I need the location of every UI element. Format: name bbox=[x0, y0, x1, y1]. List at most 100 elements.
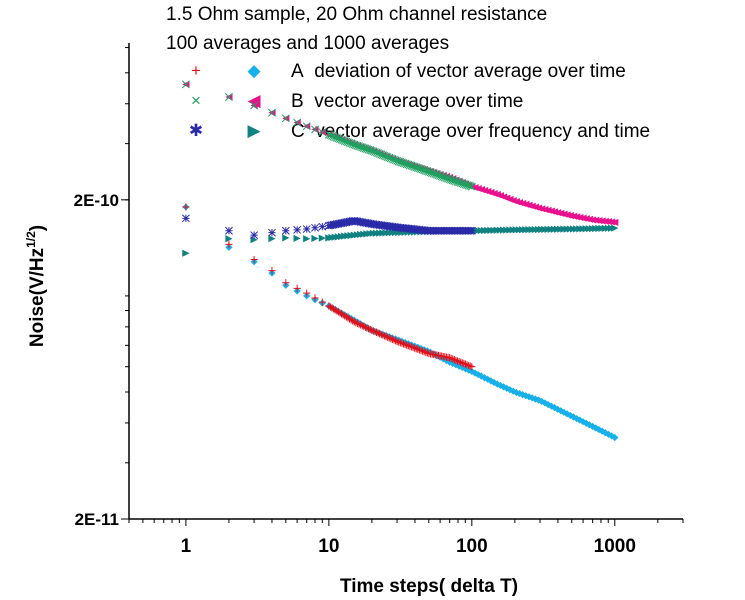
data-point bbox=[293, 234, 301, 242]
data-point bbox=[318, 298, 326, 306]
legend-label-b: B vector average over time bbox=[291, 91, 523, 113]
data-point bbox=[224, 226, 233, 235]
x-axis-title: Time steps( delta T) bbox=[340, 576, 518, 597]
data-point bbox=[250, 231, 259, 240]
data-point bbox=[379, 331, 387, 339]
legend-marker-tri-right: ▶ bbox=[247, 121, 261, 140]
marks-layer bbox=[181, 80, 619, 442]
data-point bbox=[182, 203, 190, 211]
data-point bbox=[463, 361, 471, 369]
data-point bbox=[391, 337, 400, 345]
data-point bbox=[282, 279, 290, 287]
legend-label-c: C vector average over frequency and time bbox=[291, 121, 650, 143]
data-point bbox=[534, 396, 543, 404]
data-point bbox=[293, 118, 302, 127]
data-point bbox=[525, 393, 533, 401]
data-point bbox=[268, 108, 276, 117]
data-point bbox=[420, 348, 428, 356]
data-point bbox=[318, 234, 326, 242]
data-point bbox=[387, 335, 395, 343]
data-point bbox=[311, 234, 319, 243]
data-point bbox=[349, 317, 357, 325]
series-cross bbox=[181, 80, 476, 191]
data-point bbox=[449, 359, 457, 368]
data-point bbox=[417, 346, 425, 355]
data-point bbox=[576, 416, 584, 424]
data-point bbox=[182, 249, 190, 257]
data-point bbox=[509, 387, 517, 395]
data-point bbox=[357, 321, 365, 329]
data-point bbox=[445, 354, 454, 362]
data-point bbox=[372, 328, 381, 336]
data-point bbox=[515, 389, 524, 398]
series-diamond bbox=[182, 203, 619, 442]
x-tick-label: 10 bbox=[318, 536, 339, 557]
data-point bbox=[293, 225, 302, 234]
legend-letter-a: A bbox=[291, 61, 304, 82]
data-point bbox=[598, 427, 606, 435]
data-point bbox=[455, 362, 463, 370]
data-point bbox=[393, 337, 401, 346]
y-axis-title-end: ) bbox=[27, 225, 48, 231]
data-point bbox=[582, 215, 590, 223]
x-tick-label: 1000 bbox=[594, 536, 636, 557]
data-point bbox=[450, 356, 458, 364]
data-point bbox=[557, 407, 565, 415]
data-point bbox=[311, 294, 319, 302]
axes-layer: 1 10 100 1000 2E-11 2E-10 bbox=[74, 43, 684, 557]
data-point bbox=[422, 348, 430, 356]
data-point bbox=[303, 289, 311, 297]
y-tick-label: 2E-10 bbox=[74, 191, 119, 210]
data-point bbox=[585, 215, 593, 223]
data-point bbox=[449, 355, 457, 363]
data-point bbox=[550, 404, 559, 412]
data-point bbox=[465, 361, 473, 370]
data-point bbox=[311, 125, 319, 134]
data-point bbox=[360, 322, 368, 331]
data-point bbox=[608, 218, 616, 226]
data-point bbox=[364, 325, 373, 333]
data-point bbox=[350, 318, 358, 326]
data-point bbox=[401, 340, 409, 349]
data-point bbox=[468, 367, 476, 376]
data-point bbox=[318, 128, 327, 137]
data-point bbox=[447, 354, 455, 362]
data-point bbox=[467, 226, 476, 235]
data-point bbox=[554, 405, 562, 413]
data-point bbox=[595, 217, 603, 225]
legend-text-c: vector average over frequency and time bbox=[315, 121, 651, 142]
data-point bbox=[225, 235, 233, 243]
data-point bbox=[445, 358, 454, 366]
chart-subtitle-line1: 1.5 Ohm sample, 20 Ohm channel resistanc… bbox=[166, 4, 548, 25]
legend-marker-cross: × bbox=[191, 91, 201, 110]
data-point bbox=[377, 330, 385, 339]
data-point bbox=[598, 217, 606, 225]
data-point bbox=[225, 240, 233, 249]
data-point bbox=[560, 408, 568, 416]
data-point bbox=[399, 340, 408, 348]
legend-text-b: vector average over time bbox=[314, 91, 524, 112]
data-point bbox=[409, 343, 417, 352]
data-point bbox=[457, 358, 465, 366]
y-axis-title-main: Noise(V/Hz bbox=[27, 248, 48, 347]
data-point bbox=[353, 319, 362, 327]
data-point bbox=[371, 328, 379, 336]
data-point bbox=[406, 342, 414, 350]
data-point bbox=[466, 362, 474, 370]
data-point bbox=[404, 342, 412, 350]
data-point bbox=[250, 101, 259, 110]
data-point bbox=[576, 213, 584, 222]
data-point bbox=[411, 344, 419, 352]
data-point bbox=[566, 212, 574, 220]
data-point bbox=[579, 418, 587, 426]
data-point bbox=[268, 267, 276, 275]
data-point bbox=[585, 421, 593, 429]
data-point bbox=[250, 255, 258, 264]
data-point bbox=[461, 360, 470, 368]
data-point bbox=[268, 235, 276, 243]
data-point bbox=[302, 122, 311, 131]
data-point bbox=[311, 223, 319, 232]
data-point bbox=[398, 339, 406, 347]
data-point bbox=[418, 347, 427, 355]
